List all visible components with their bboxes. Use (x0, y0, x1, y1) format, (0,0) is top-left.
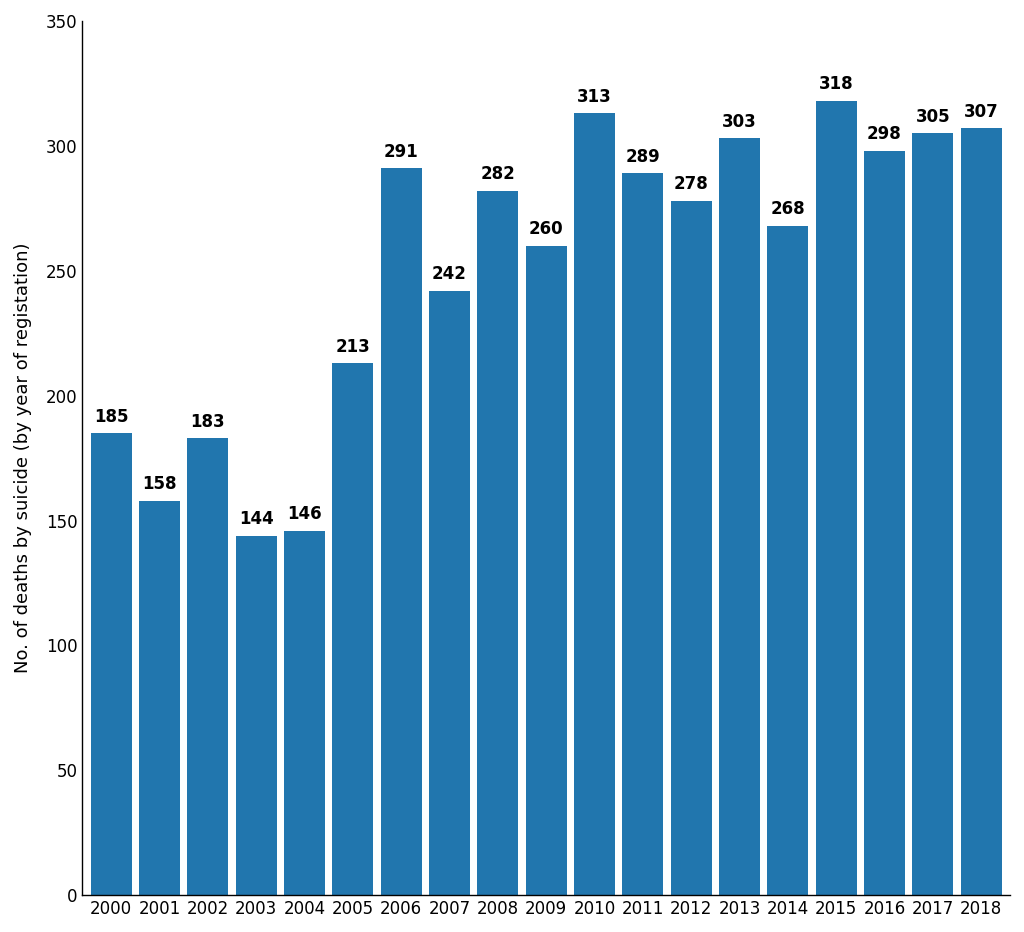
Bar (767, 226, 808, 896)
Text: 305: 305 (915, 108, 950, 126)
Text: 278: 278 (674, 175, 709, 193)
Text: 307: 307 (964, 103, 998, 121)
Text: 303: 303 (722, 113, 757, 130)
Bar (671, 200, 712, 896)
Bar (719, 138, 760, 896)
Text: 146: 146 (288, 505, 322, 523)
Text: 298: 298 (867, 125, 902, 144)
Text: 183: 183 (190, 413, 225, 431)
Bar (429, 291, 470, 896)
Text: 260: 260 (528, 220, 563, 239)
Bar (912, 133, 953, 896)
Text: 268: 268 (770, 200, 805, 218)
Text: 144: 144 (239, 510, 273, 528)
Bar (574, 114, 615, 896)
Bar (236, 536, 276, 896)
Text: 291: 291 (384, 143, 419, 161)
Text: 318: 318 (819, 75, 853, 93)
Text: 213: 213 (336, 337, 371, 356)
Bar (187, 438, 228, 896)
Text: 289: 289 (626, 148, 660, 166)
Bar (815, 101, 857, 896)
Text: 158: 158 (142, 475, 177, 493)
Text: 185: 185 (94, 407, 128, 426)
Bar (91, 433, 132, 896)
Bar (623, 173, 664, 896)
Text: 313: 313 (578, 88, 612, 106)
Text: 282: 282 (480, 165, 515, 184)
Bar (525, 246, 566, 896)
Bar (864, 151, 905, 896)
Bar (381, 169, 422, 896)
Text: 242: 242 (432, 266, 467, 283)
Bar (284, 530, 325, 896)
Y-axis label: No. of deaths by suicide (by year of registation): No. of deaths by suicide (by year of reg… (14, 243, 32, 673)
Bar (477, 191, 518, 896)
Bar (961, 129, 1001, 896)
Bar (139, 500, 180, 896)
Bar (333, 363, 374, 896)
